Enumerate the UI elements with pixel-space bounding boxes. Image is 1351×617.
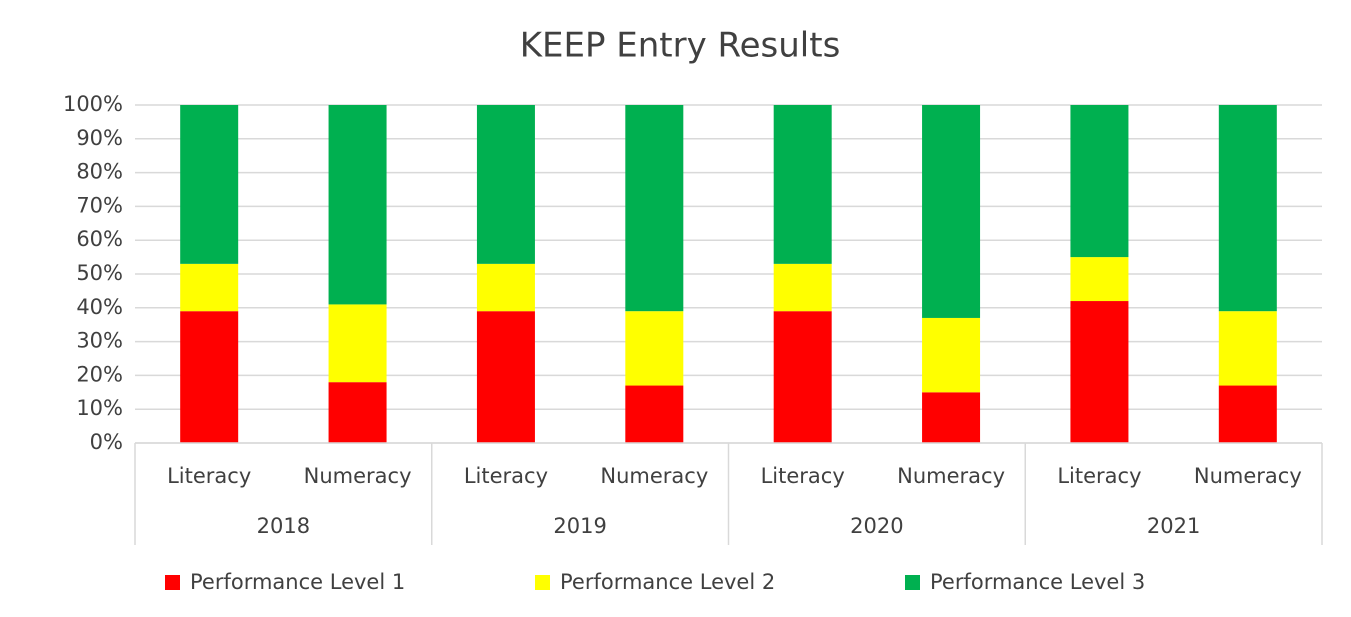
bar-segment — [180, 263, 239, 312]
y-tick-label: 100% — [63, 92, 123, 116]
bar-segment — [1070, 301, 1129, 443]
bar-segment — [476, 263, 535, 312]
group-label: 2021 — [1147, 514, 1200, 538]
bar-segment — [476, 311, 535, 443]
bar-segment — [1218, 105, 1277, 312]
x-tick-label: Literacy — [1057, 464, 1141, 488]
bar-segment — [1070, 105, 1129, 258]
bar-segment — [328, 382, 387, 443]
bar-segment — [1070, 257, 1129, 302]
legend-swatch — [535, 575, 550, 590]
y-tick-label: 30% — [76, 329, 123, 353]
group-label: 2020 — [850, 514, 903, 538]
y-tick-label: 0% — [90, 430, 123, 454]
x-tick-label: Numeracy — [304, 464, 412, 488]
bar-segment — [180, 311, 239, 443]
chart-title: KEEP Entry Results — [520, 26, 841, 66]
y-tick-label: 50% — [76, 261, 123, 285]
y-tick-label: 10% — [76, 396, 123, 420]
legend-label: Performance Level 2 — [560, 570, 775, 594]
bar-segment — [773, 263, 832, 312]
bar-segment — [1218, 385, 1277, 443]
legend-label: Performance Level 3 — [930, 570, 1145, 594]
group-label: 2018 — [257, 514, 310, 538]
legend-label: Performance Level 1 — [190, 570, 405, 594]
legend-swatch — [165, 575, 180, 590]
bar-segment — [773, 105, 832, 264]
bar-segment — [922, 105, 981, 318]
y-tick-label: 40% — [76, 295, 123, 319]
x-tick-label: Numeracy — [897, 464, 1005, 488]
x-tick-label: Numeracy — [1194, 464, 1302, 488]
bar-segment — [328, 105, 387, 305]
bar-segment — [922, 317, 981, 393]
x-tick-label: Literacy — [464, 464, 548, 488]
legend-swatch — [905, 575, 920, 590]
group-label: 2019 — [553, 514, 606, 538]
y-tick-label: 70% — [76, 193, 123, 217]
bar-segment — [328, 304, 387, 383]
y-tick-label: 80% — [76, 160, 123, 184]
bar-segment — [625, 311, 684, 386]
y-tick-label: 20% — [76, 362, 123, 386]
x-tick-label: Literacy — [761, 464, 845, 488]
bar-segment — [922, 392, 981, 443]
bar-segment — [773, 311, 832, 443]
x-tick-label: Numeracy — [600, 464, 708, 488]
bar-segment — [1218, 311, 1277, 386]
y-tick-label: 90% — [76, 126, 123, 150]
bar-segment — [625, 385, 684, 443]
x-tick-label: Literacy — [167, 464, 251, 488]
bar-segment — [625, 105, 684, 312]
bar-segment — [476, 105, 535, 264]
bar-segment — [180, 105, 239, 264]
y-tick-label: 60% — [76, 227, 123, 251]
